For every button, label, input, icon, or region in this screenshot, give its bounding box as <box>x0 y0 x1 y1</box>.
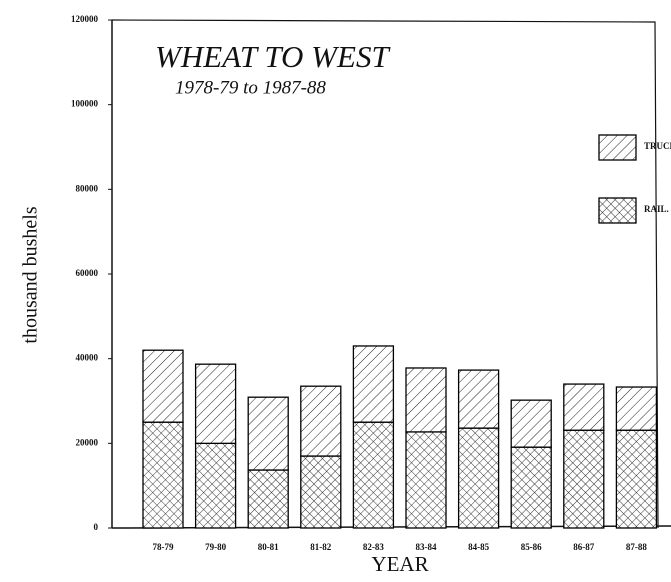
x-tick-label: 85-86 <box>521 542 542 552</box>
bar-segment <box>563 429 605 529</box>
legend-swatch <box>598 134 637 161</box>
y-tick-label: 100000 <box>71 99 99 109</box>
y-tick-label: 20000 <box>76 437 99 447</box>
y-tick-label: 80000 <box>76 183 99 193</box>
y-tick-label: 0 <box>94 522 99 532</box>
bar-segment <box>247 469 289 529</box>
bar-segment <box>300 385 342 457</box>
legend-label: TRUCK <box>644 141 671 151</box>
x-tick-label: 84-85 <box>468 542 489 552</box>
bar-segment <box>352 345 395 423</box>
x-tick-label: 87-88 <box>626 542 647 552</box>
x-tick-label: 78-79 <box>153 542 174 552</box>
bar-segment <box>405 431 447 529</box>
bar-segment <box>615 386 658 431</box>
bar-segment <box>615 429 658 529</box>
y-tick-label: 60000 <box>76 268 99 278</box>
bar-segment <box>142 349 184 423</box>
x-tick-label: 80-81 <box>258 542 279 552</box>
x-tick-label: 79-80 <box>205 542 226 552</box>
x-tick-label: 86-87 <box>573 542 594 552</box>
bar-segment <box>510 399 552 448</box>
x-axis-label: YEAR <box>371 552 428 576</box>
frame <box>111 19 659 529</box>
chart-title: WHEAT TO WEST <box>155 39 391 74</box>
bar-segment <box>194 363 237 444</box>
x-tick-label: 81-82 <box>310 542 331 552</box>
bar-segment <box>142 421 184 529</box>
y-axis-label: thousand bushels <box>20 206 42 343</box>
x-tick-label: 82-83 <box>363 542 384 552</box>
bar-segment <box>300 455 342 529</box>
bar-segment <box>457 369 500 429</box>
bar-segment <box>247 396 289 471</box>
legend-label: RAIL. <box>644 204 669 214</box>
bar-segment <box>194 442 237 529</box>
bar-segment <box>352 421 395 529</box>
x-tick-label: 83-84 <box>416 542 437 552</box>
y-tick-label: 40000 <box>76 353 99 363</box>
legend-swatch <box>598 197 637 224</box>
bar-segment <box>563 383 605 431</box>
chart-subtitle: 1978-79 to 1987-88 <box>175 77 326 98</box>
bar-segment <box>457 427 500 529</box>
y-tick-label: 120000 <box>71 14 99 24</box>
bar-segment <box>510 446 552 529</box>
bar-segment <box>405 367 447 433</box>
